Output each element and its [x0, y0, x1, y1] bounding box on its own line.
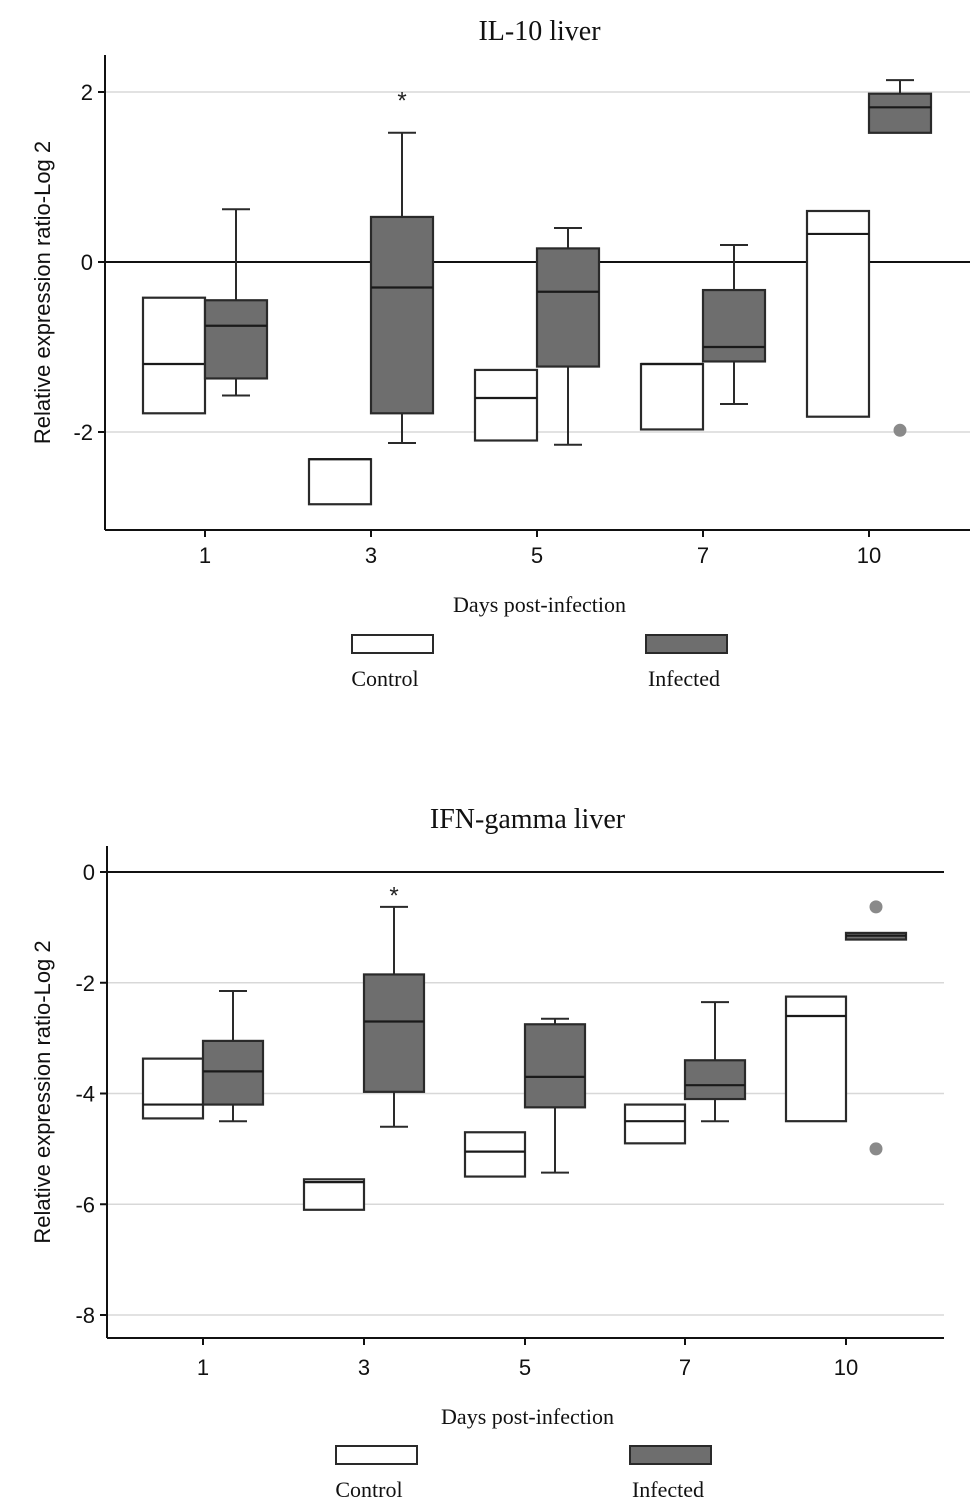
- box-body: [463, 1131, 527, 1178]
- box-control-day-10: [784, 995, 848, 1123]
- y-axis-label: Relative expression ratio-Log 2: [30, 141, 55, 444]
- box-infected-day-5: [523, 1017, 587, 1174]
- y-axis-label: Relative expression ratio-Log 2: [30, 940, 55, 1243]
- y-tick-label: -6: [75, 1192, 95, 1217]
- box-infected-day-10: [867, 79, 933, 437]
- legend-swatch-infected: [629, 1445, 712, 1465]
- x-tick-label: 10: [857, 543, 881, 568]
- x-tick-label: 5: [531, 543, 543, 568]
- box-control-day-5: [463, 1131, 527, 1178]
- chart-2: 0 -2 -4 -6 -8 1 3 5 7 10 * IFN-gamma liver Relative …: [30, 804, 944, 1500]
- box-body: [369, 215, 435, 415]
- box-body: [362, 973, 426, 1093]
- box-infected-day-5: [535, 227, 601, 446]
- box-infected-day-1: [203, 208, 269, 397]
- box-infected-day-10: [844, 900, 908, 1156]
- legend-swatch-control: [335, 1445, 418, 1465]
- x-tick-label: 7: [697, 543, 709, 568]
- box-body: [683, 1059, 747, 1101]
- box-infected-day-3: [362, 905, 426, 1128]
- box-control-day-5: [473, 368, 539, 442]
- legend-swatch-control: [351, 634, 434, 654]
- box-body: [805, 209, 871, 418]
- x-tick-label: 1: [197, 1355, 209, 1380]
- y-tick-label: 0: [83, 860, 95, 885]
- box-body: [473, 368, 539, 442]
- x-tick-label: 1: [199, 543, 211, 568]
- box-infected-day-1: [201, 990, 265, 1123]
- chart-1: 2 0 -2 1 3 5 7 10 * IL-10 liver Relative expressio…: [30, 16, 970, 691]
- legend-label-infected: Infected: [632, 1477, 704, 1500]
- y-tick-label: 0: [81, 250, 93, 275]
- chart-title: IL-10 liver: [478, 16, 601, 47]
- y-tick-label: -8: [75, 1303, 95, 1328]
- box-infected-day-3: [369, 131, 435, 445]
- outlier-point: [893, 423, 907, 437]
- x-tick-label: 7: [679, 1355, 691, 1380]
- box-body: [141, 1057, 205, 1120]
- x-tick-label: 3: [365, 543, 377, 568]
- x-tick-label: 10: [834, 1355, 858, 1380]
- significance-marker: *: [389, 882, 398, 909]
- chart-title: IFN-gamma liver: [430, 804, 626, 835]
- legend-label-infected: Infected: [648, 666, 720, 691]
- box-infected-day-7: [701, 244, 767, 405]
- box-control-day-1: [141, 1057, 205, 1120]
- box-control-day-3: [307, 458, 373, 506]
- y-tick-label: -2: [75, 971, 95, 996]
- x-tick-label: 3: [358, 1355, 370, 1380]
- box-control-day-3: [302, 1178, 366, 1211]
- legend: Control Infected: [335, 1445, 712, 1500]
- outlier-point: [869, 1142, 883, 1156]
- box-body: [639, 362, 705, 431]
- box-body: [784, 995, 848, 1123]
- box-body: [623, 1103, 687, 1145]
- box-body: [307, 458, 373, 506]
- legend: Control Infected: [351, 634, 728, 691]
- box-body: [203, 299, 269, 380]
- x-axis-label: Days post-infection: [441, 1404, 614, 1429]
- box-control-day-1: [141, 296, 207, 415]
- box-body: [141, 296, 207, 415]
- significance-marker: *: [397, 87, 406, 114]
- y-tick-label: -2: [73, 420, 93, 445]
- box-body: [302, 1178, 366, 1211]
- x-axis-label: Days post-infection: [453, 592, 626, 617]
- box-control-day-7: [623, 1103, 687, 1145]
- box-control-day-7: [639, 362, 705, 431]
- box-infected-day-7: [683, 1001, 747, 1123]
- outlier-point: [869, 900, 883, 914]
- legend-label-control: Control: [335, 1477, 402, 1500]
- box-body: [201, 1039, 265, 1106]
- y-tick-label: -4: [75, 1082, 95, 1107]
- box-body: [701, 288, 767, 363]
- x-tick-label: 5: [519, 1355, 531, 1380]
- box-control-day-10: [805, 209, 871, 418]
- box-body: [523, 1023, 587, 1109]
- y-tick-label: 2: [81, 80, 93, 105]
- legend-label-control: Control: [351, 666, 418, 691]
- box-body: [867, 92, 933, 134]
- legend-swatch-infected: [645, 634, 728, 654]
- box-body: [535, 247, 601, 368]
